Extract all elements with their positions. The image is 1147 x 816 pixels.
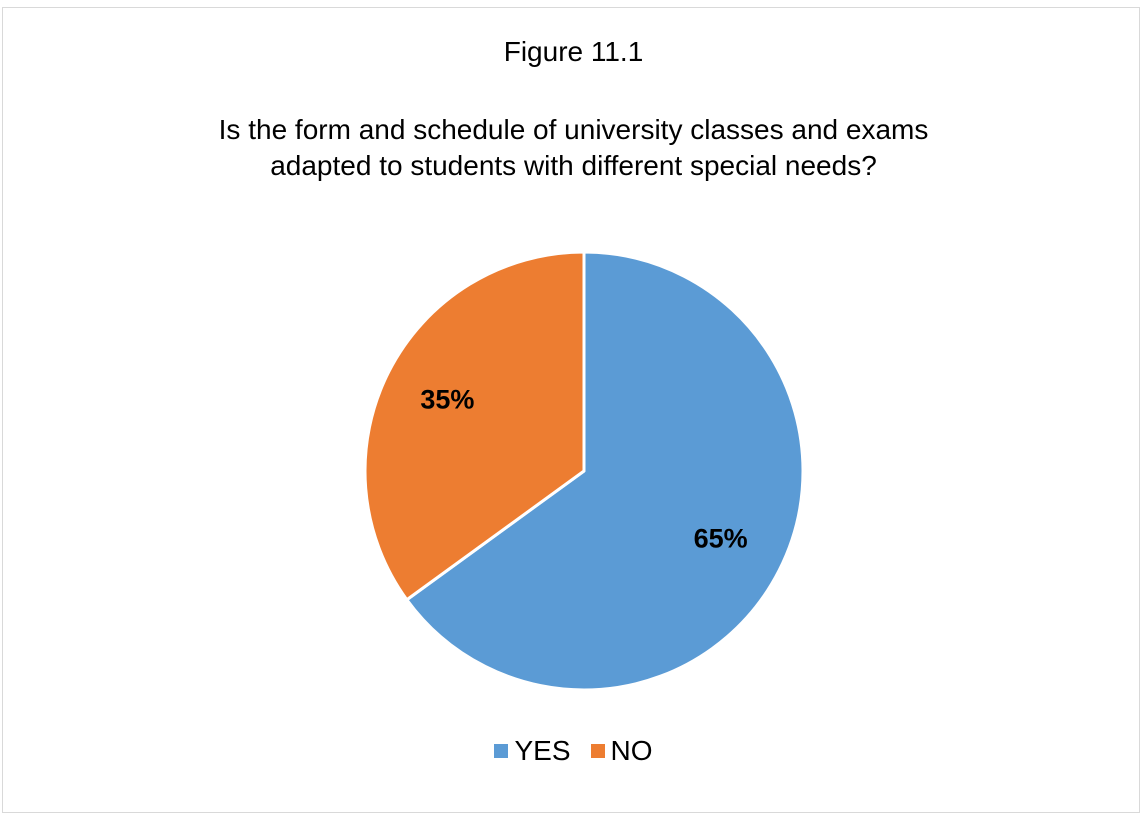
legend: YES NO <box>0 735 1147 767</box>
legend-swatch-yes <box>494 744 509 758</box>
legend-item-no[interactable]: NO <box>590 735 653 767</box>
legend-label-yes: YES <box>514 735 571 766</box>
figure-label: Figure 11.1 <box>503 36 644 67</box>
legend-label-no: NO <box>610 735 653 766</box>
pie-slice-no[interactable] <box>363 250 586 602</box>
chart-title: Is the form and schedule of university c… <box>0 112 1147 184</box>
data-label-no: 35% <box>420 385 474 415</box>
pie-slices <box>363 250 805 692</box>
chart-title-line-2: adapted to students with different speci… <box>270 150 877 181</box>
pie-slice-yes[interactable] <box>405 250 805 692</box>
chart-title-line-1: Is the form and schedule of university c… <box>218 114 929 145</box>
data-label-yes: 65% <box>694 524 748 554</box>
pie-data-labels: 65% 35% <box>420 385 747 554</box>
legend-item-yes[interactable]: YES <box>494 735 571 767</box>
legend-swatch-no <box>590 744 605 758</box>
